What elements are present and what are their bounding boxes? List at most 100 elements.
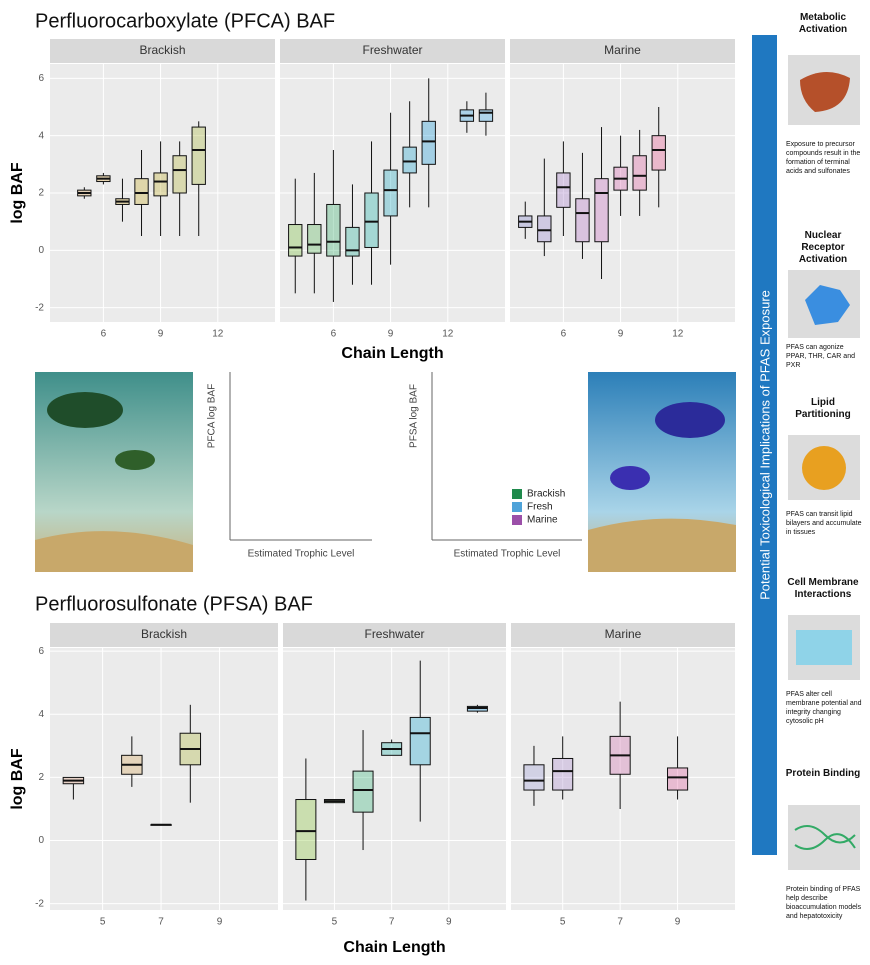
y-tick-label: 6 (38, 646, 44, 657)
figure: Potential Toxicological Implications of … (0, 0, 870, 965)
fish (610, 466, 650, 490)
facet-label: Marine (605, 627, 642, 641)
x-tick-label: 5 (560, 917, 566, 928)
x-tick-label: 6 (331, 329, 337, 340)
sidebar-heading: Protein Binding (782, 768, 864, 780)
x-tick-label: 6 (101, 329, 107, 340)
fish (115, 450, 155, 470)
box (422, 121, 435, 164)
box (557, 173, 570, 207)
page: {"chart_data": [ {"type": "box", "title"… (0, 0, 870, 965)
box (668, 768, 688, 790)
box (633, 156, 646, 190)
legend-swatch (512, 502, 522, 512)
box (576, 199, 589, 242)
facet-label: Brackish (139, 43, 185, 57)
panel-background (50, 648, 278, 910)
sidebar-text: PFAS can agonize PPAR, THR, CAR and PXR (786, 343, 862, 370)
box (192, 127, 205, 184)
sidebar-title: Potential Toxicological Implications of … (757, 290, 772, 600)
x-tick-label: 6 (561, 329, 567, 340)
x-tick-label: 7 (617, 917, 623, 928)
legend-label: Fresh (527, 502, 553, 513)
x-axis-label: Chain Length (341, 345, 443, 362)
fish (47, 392, 123, 428)
sidebar-heading: Metabolic Activation (782, 12, 864, 36)
x-tick-label: 5 (332, 917, 338, 928)
x-tick-label: 12 (212, 329, 224, 340)
sidebar-text: PFAS can transit lipid bilayers and accu… (786, 510, 862, 537)
y-tick-label: 4 (38, 709, 44, 720)
box (173, 156, 186, 193)
panel-background (283, 648, 506, 910)
chart: Potential Toxicological Implications of … (0, 0, 870, 965)
y-tick-label: 0 (38, 835, 44, 846)
box (346, 227, 359, 256)
box (595, 179, 608, 242)
y-tick-label: -2 (35, 898, 44, 909)
legend-swatch (512, 489, 522, 499)
box (410, 717, 430, 764)
sidebar-heading: Nuclear Receptor Activation (782, 230, 864, 266)
chart-title: Perfluorocarboxylate (PFCA) BAF (35, 10, 335, 32)
box (524, 765, 544, 790)
x-tick-label: 9 (675, 917, 681, 928)
box (296, 800, 316, 860)
box (652, 136, 665, 170)
box (553, 758, 573, 790)
x-axis-label: Estimated Trophic Level (454, 549, 561, 560)
facet-label: Brackish (141, 627, 187, 641)
y-tick-label: 4 (38, 130, 44, 141)
box (538, 216, 551, 242)
y-axis-label: PFSA log BAF (409, 384, 420, 448)
x-tick-label: 12 (442, 329, 454, 340)
icon (788, 805, 860, 870)
panel-background (511, 648, 735, 910)
sidebar-heading: Lipid Partitioning (782, 397, 864, 421)
y-tick-label: 2 (38, 188, 44, 199)
legend-label: Marine (527, 515, 558, 526)
x-tick-label: 7 (158, 917, 164, 928)
x-tick-label: 5 (100, 917, 106, 928)
box (327, 204, 340, 256)
box (289, 225, 302, 257)
x-tick-label: 9 (618, 329, 624, 340)
y-tick-label: 6 (38, 73, 44, 84)
x-axis-label: Chain Length (343, 939, 445, 956)
legend-label: Brackish (527, 489, 565, 500)
y-axis-label: PFCA log BAF (207, 384, 218, 448)
facet-label: Freshwater (364, 627, 424, 641)
sidebar-heading: Cell Membrane Interactions (782, 577, 864, 601)
box (479, 110, 492, 121)
box (403, 147, 416, 173)
box (154, 173, 167, 196)
seafloor (588, 519, 736, 572)
facet-label: Freshwater (362, 43, 422, 57)
box (384, 170, 397, 216)
y-axis-label: log BAF (9, 748, 26, 810)
lipid-icon (802, 446, 846, 490)
x-tick-label: 9 (388, 329, 394, 340)
facet-label: Marine (604, 43, 641, 57)
box (308, 225, 321, 254)
sidebar-text: Protein binding of PFAS help describe bi… (786, 885, 862, 921)
fish (655, 402, 725, 438)
x-tick-label: 7 (389, 917, 395, 928)
box (135, 179, 148, 205)
legend-swatch (512, 515, 522, 525)
y-axis-label: log BAF (9, 162, 26, 224)
box (365, 193, 378, 247)
box (353, 771, 373, 812)
chart-title: Perfluorosulfonate (PFSA) BAF (35, 593, 313, 615)
y-tick-label: 0 (38, 245, 44, 256)
y-tick-label: -2 (35, 302, 44, 313)
x-tick-label: 9 (217, 917, 223, 928)
x-tick-label: 9 (446, 917, 452, 928)
membrane-icon (796, 630, 852, 665)
sidebar-text: PFAS alter cell membrane potential and i… (786, 690, 862, 726)
x-tick-label: 12 (672, 329, 684, 340)
sidebar-text: Exposure to precursor compounds result i… (786, 140, 862, 176)
x-axis-label: Estimated Trophic Level (248, 549, 355, 560)
x-tick-label: 9 (158, 329, 164, 340)
y-tick-label: 2 (38, 772, 44, 783)
